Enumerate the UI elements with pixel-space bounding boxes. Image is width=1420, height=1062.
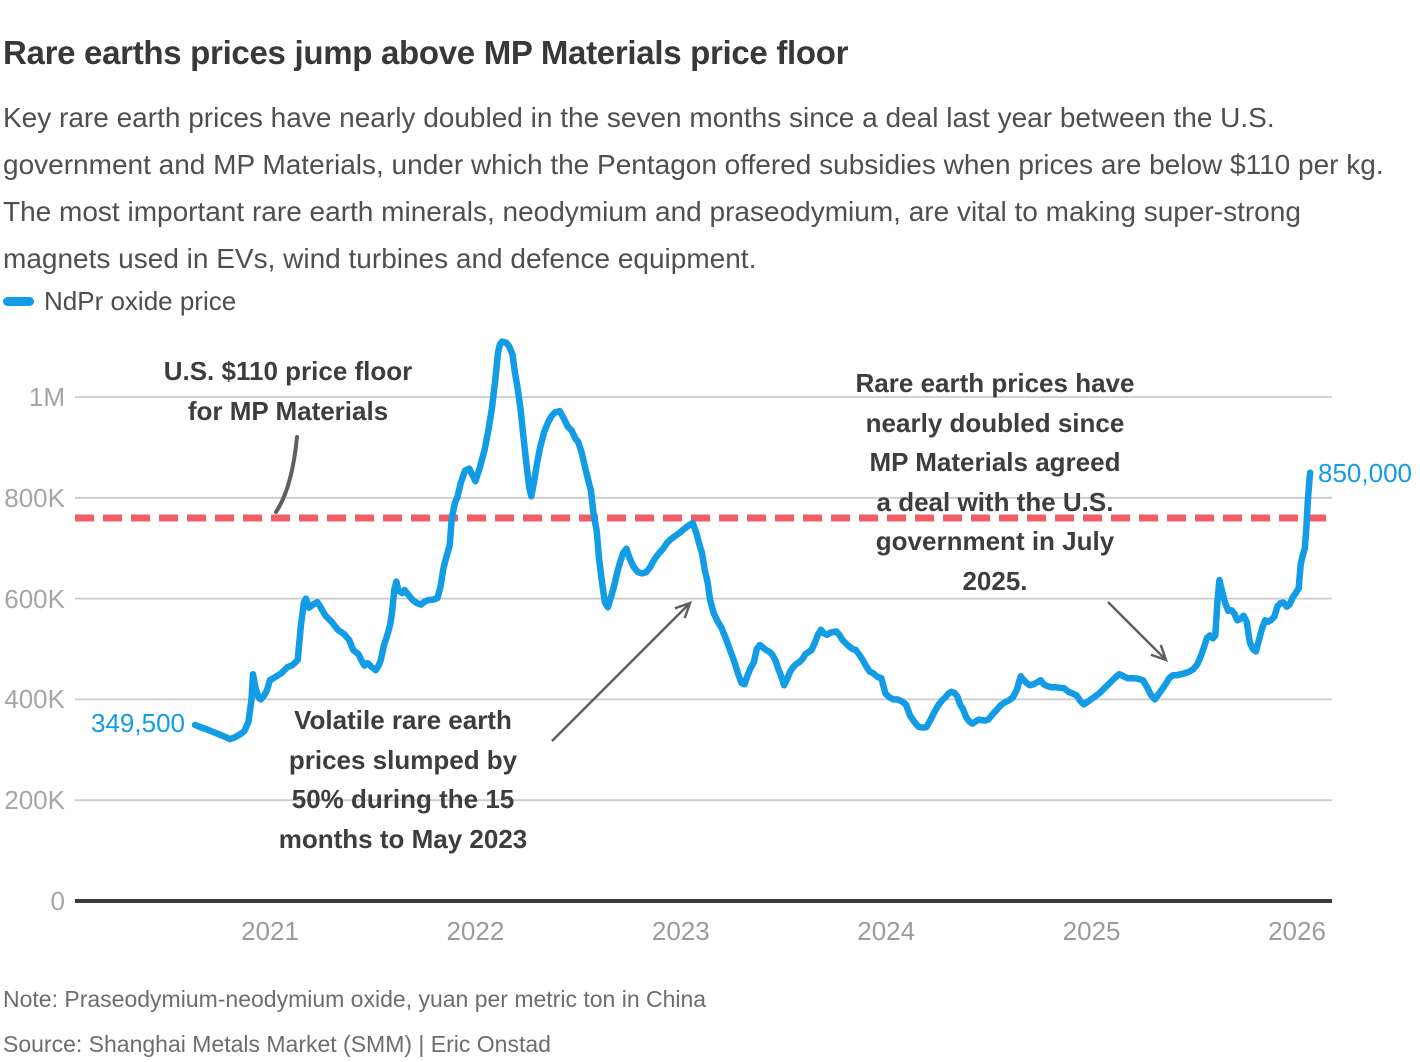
end-value-label: 850,000 (1318, 458, 1412, 488)
volatile-annotation-arrow (551, 602, 691, 742)
volatile-annotation-arrow-head (674, 600, 693, 619)
x-tick-label: 2026 (1268, 916, 1326, 946)
x-tick-label: 2022 (446, 916, 505, 946)
annotation-price-floor: U.S. $110 price floor for MP Materials (163, 356, 413, 426)
x-tick-label: 2021 (241, 916, 299, 946)
floor-annotation-pointer (274, 435, 299, 514)
chart-source: Source: Shanghai Metals Market (SMM) | E… (3, 1031, 551, 1057)
annotation-volatile-slump: Volatile rare earth prices slumped by 50… (278, 705, 528, 854)
legend-line-swatch (3, 297, 34, 306)
doubled-annotation-arrow-head (1150, 644, 1169, 663)
start-value-label: 349,500 (91, 708, 185, 738)
x-tick-label: 2024 (857, 916, 916, 946)
x-tick-label: 2023 (651, 916, 710, 946)
y-tick-label: 800K (4, 482, 65, 513)
y-tick-label: 200K (4, 785, 65, 816)
x-tick-label: 2025 (1062, 916, 1121, 946)
y-tick-label: 0 (50, 886, 65, 916)
legend-label: NdPr oxide price (44, 286, 237, 316)
y-tick-label: 1M (28, 382, 65, 412)
annotation-prices-doubled: Rare earth prices have nearly doubled si… (855, 368, 1135, 596)
doubled-annotation-arrow (1107, 601, 1167, 661)
ndpr-price-line (191, 338, 1314, 743)
page-title: Rare earths prices jump above MP Materia… (3, 34, 849, 72)
chart-subtitle: Key rare earth prices have nearly double… (3, 102, 1384, 274)
y-tick-label: 400K (4, 684, 65, 715)
y-tick-label: 600K (4, 583, 65, 614)
chart-note: Note: Praseodymium-neodymium oxide, yuan… (3, 986, 707, 1012)
legend: NdPr oxide price (3, 286, 236, 317)
